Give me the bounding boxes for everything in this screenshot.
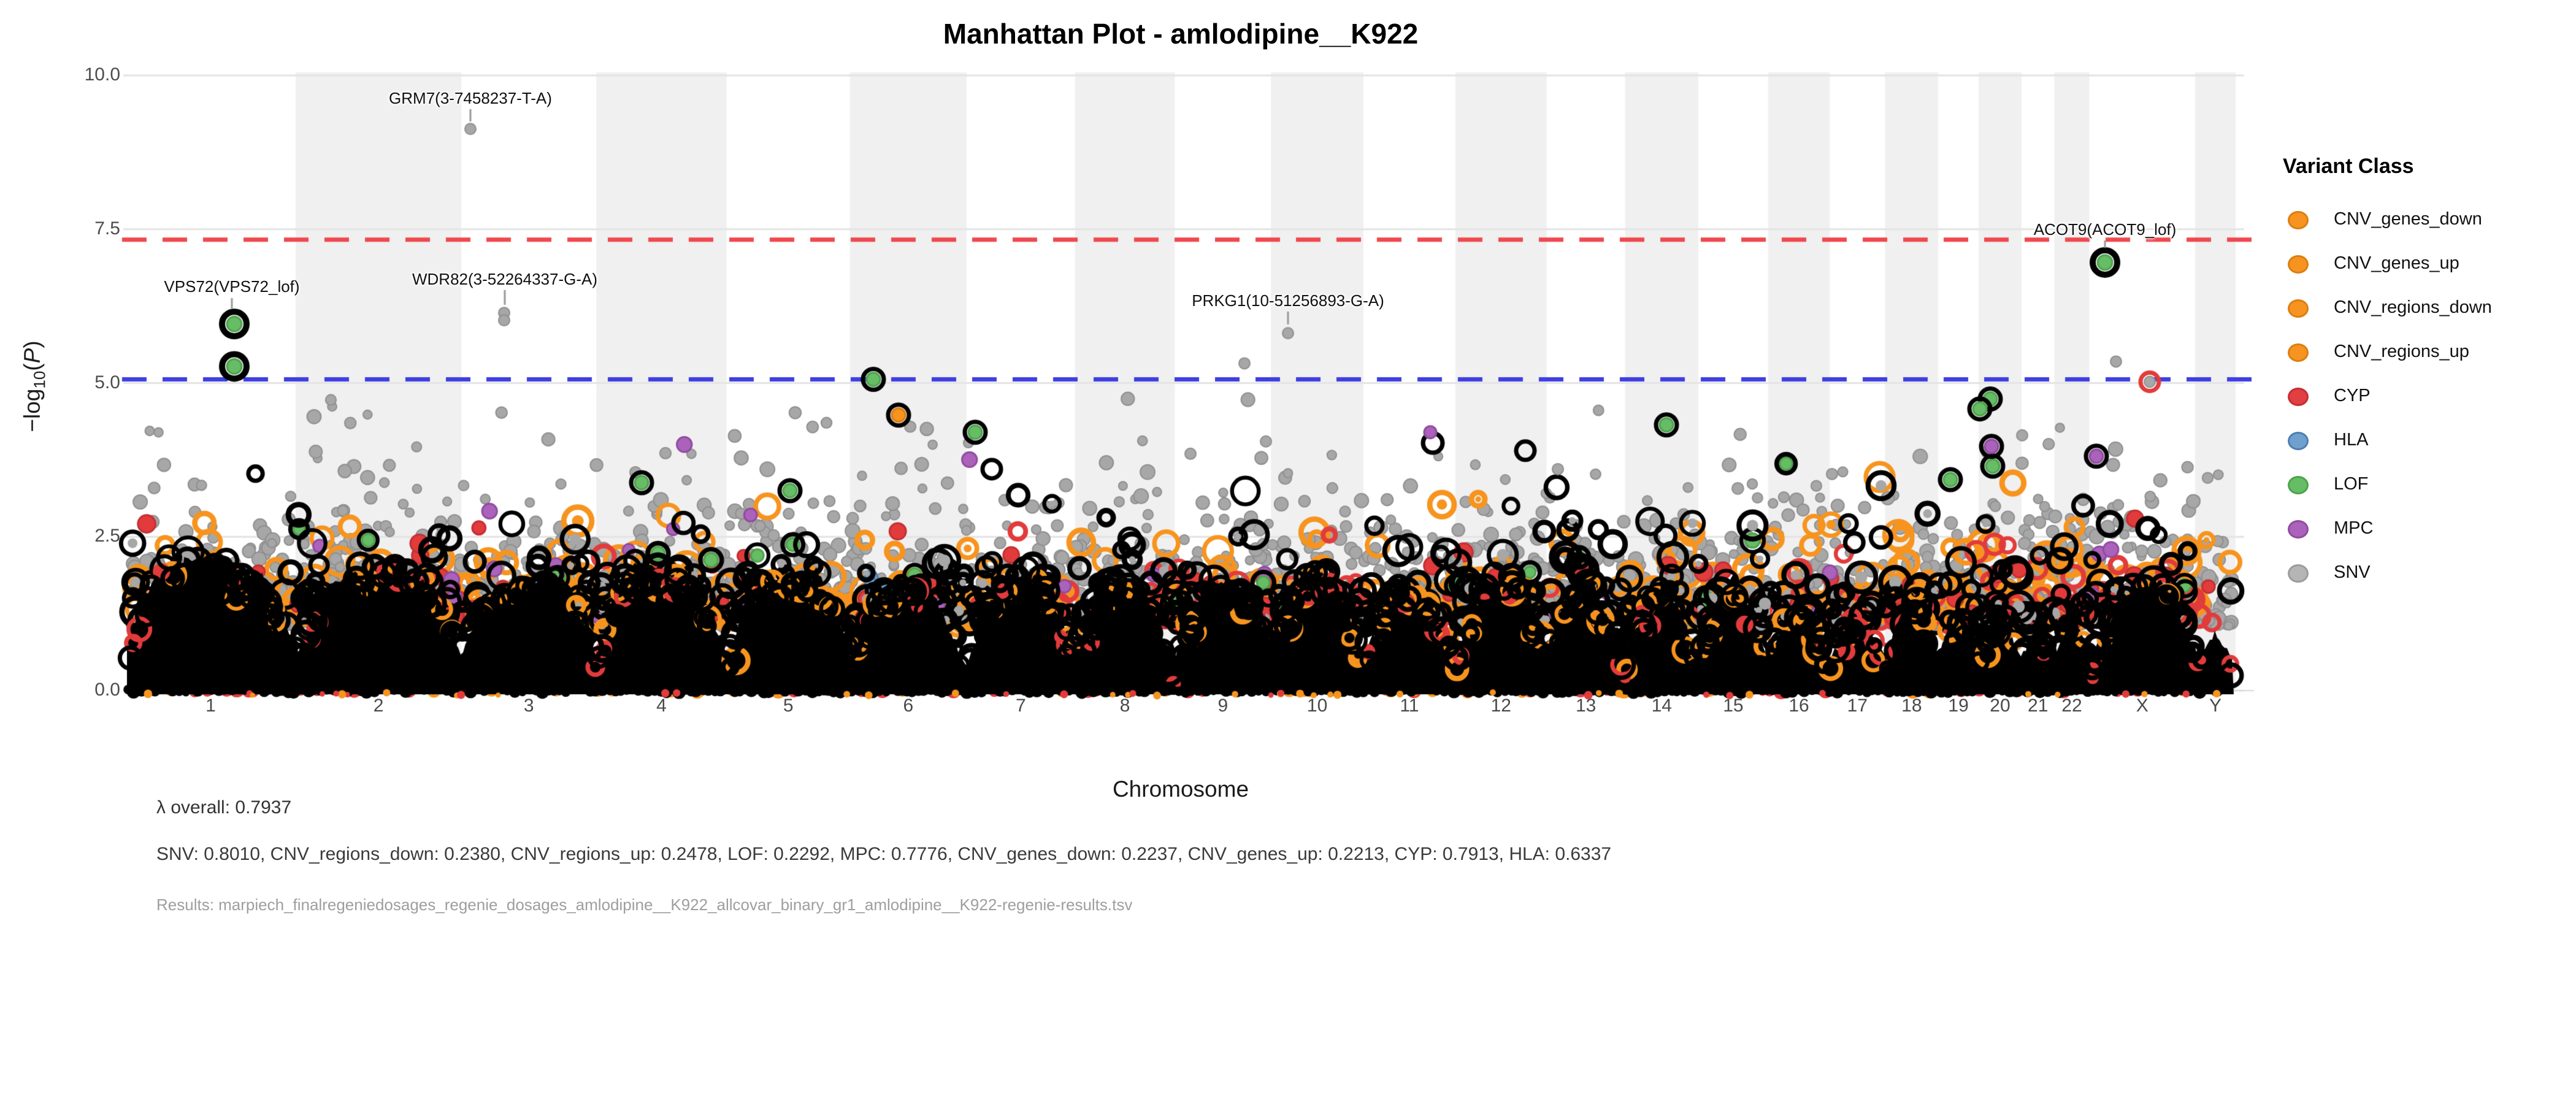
y-axis-title-paren-open: (	[19, 363, 45, 371]
lambda-overall-text: λ overall: 0.7937	[156, 797, 292, 818]
x-tick-chr-15: 15	[1723, 696, 1744, 716]
y-tick-0.0: 0.0	[94, 680, 120, 700]
y-axis-title-p: P	[19, 348, 45, 364]
x-tick-chr-13: 13	[1575, 696, 1597, 716]
plot-title: Manhattan Plot - amlodipine__K922	[943, 18, 1419, 50]
x-tick-chr-3: 3	[523, 696, 534, 716]
legend-label-HLA: HLA	[2334, 430, 2369, 450]
legend-label-SNV: SNV	[2334, 562, 2371, 582]
legend-swatch-LOF	[2288, 476, 2309, 494]
legend-label-LOF: LOF	[2334, 474, 2369, 494]
legend-swatch-CNV_genes_up	[2288, 255, 2309, 274]
y-tick-2.5: 2.5	[94, 526, 120, 546]
x-tick-chr-8: 8	[1119, 696, 1130, 716]
y-tick-10.0: 10.0	[84, 64, 120, 85]
y-axis-title-log: −log	[19, 388, 45, 432]
x-tick-chr-11: 11	[1400, 696, 1419, 716]
x-tick-chr-1: 1	[205, 696, 216, 716]
legend-label-CNV_regions_up: CNV_regions_up	[2334, 342, 2469, 361]
x-tick-chr-14: 14	[1651, 696, 1672, 716]
legend-swatch-CYP	[2288, 388, 2309, 406]
x-tick-chr-5: 5	[783, 696, 794, 716]
x-tick-chr-12: 12	[1490, 696, 1511, 716]
legend-label-CNV_genes_down: CNV_genes_down	[2334, 209, 2482, 229]
x-tick-chr-X: X	[2136, 696, 2149, 716]
lambda-per-class-text: SNV: 0.8010, CNV_regions_down: 0.2380, C…	[156, 844, 1612, 864]
y-tick-5.0: 5.0	[94, 372, 120, 393]
x-tick-chr-17: 17	[1847, 696, 1868, 716]
x-tick-chr-7: 7	[1015, 696, 1026, 716]
legend-swatch-CNV_regions_up	[2288, 343, 2309, 362]
x-tick-chr-22: 22	[2061, 696, 2082, 716]
x-tick-chr-2: 2	[373, 696, 384, 716]
legend-label-CNV_genes_up: CNV_genes_up	[2334, 253, 2459, 273]
x-tick-chr-10: 10	[1306, 696, 1328, 716]
x-tick-chr-6: 6	[903, 696, 914, 716]
annotation-GRM7: GRM7(3-7458237-T-A)	[389, 89, 552, 107]
annotation-ACOT9: ACOT9(ACOT9_lof)	[2033, 220, 2177, 239]
annotation-WDR82: WDR82(3-52264337-G-A)	[412, 270, 598, 288]
x-tick-chr-9: 9	[1217, 696, 1229, 716]
x-tick-chr-Y: Y	[2209, 696, 2222, 716]
results-file-text: Results: marpiech_finalregeniedosages_re…	[156, 895, 1133, 914]
y-axis-title-paren-close: )	[19, 340, 45, 348]
x-tick-chr-20: 20	[1990, 696, 2011, 716]
legend-label-CYP: CYP	[2334, 386, 2371, 405]
x-tick-chr-18: 18	[1901, 696, 1922, 716]
legend-swatch-HLA	[2288, 432, 2309, 450]
x-tick-chr-4: 4	[656, 696, 667, 716]
annotation-PRKG1: PRKG1(10-51256893-G-A)	[1192, 291, 1384, 310]
legend-title: Variant Class	[2283, 155, 2414, 178]
legend-swatch-CNV_regions_down	[2288, 299, 2309, 318]
legend-swatch-CNV_genes_down	[2288, 211, 2309, 229]
legend-label-CNV_regions_down: CNV_regions_down	[2334, 297, 2492, 317]
x-tick-chr-16: 16	[1788, 696, 1809, 716]
legend-swatch-MPC	[2288, 520, 2309, 539]
annotation-VPS72: VPS72(VPS72_lof)	[164, 277, 300, 296]
x-tick-chr-19: 19	[1948, 696, 1969, 716]
x-axis-title: Chromosome	[1112, 776, 1249, 802]
x-tick-chr-21: 21	[2028, 696, 2049, 716]
legend-label-MPC: MPC	[2334, 518, 2374, 538]
y-tick-7.5: 7.5	[94, 218, 120, 239]
legend-swatch-SNV	[2288, 564, 2309, 583]
